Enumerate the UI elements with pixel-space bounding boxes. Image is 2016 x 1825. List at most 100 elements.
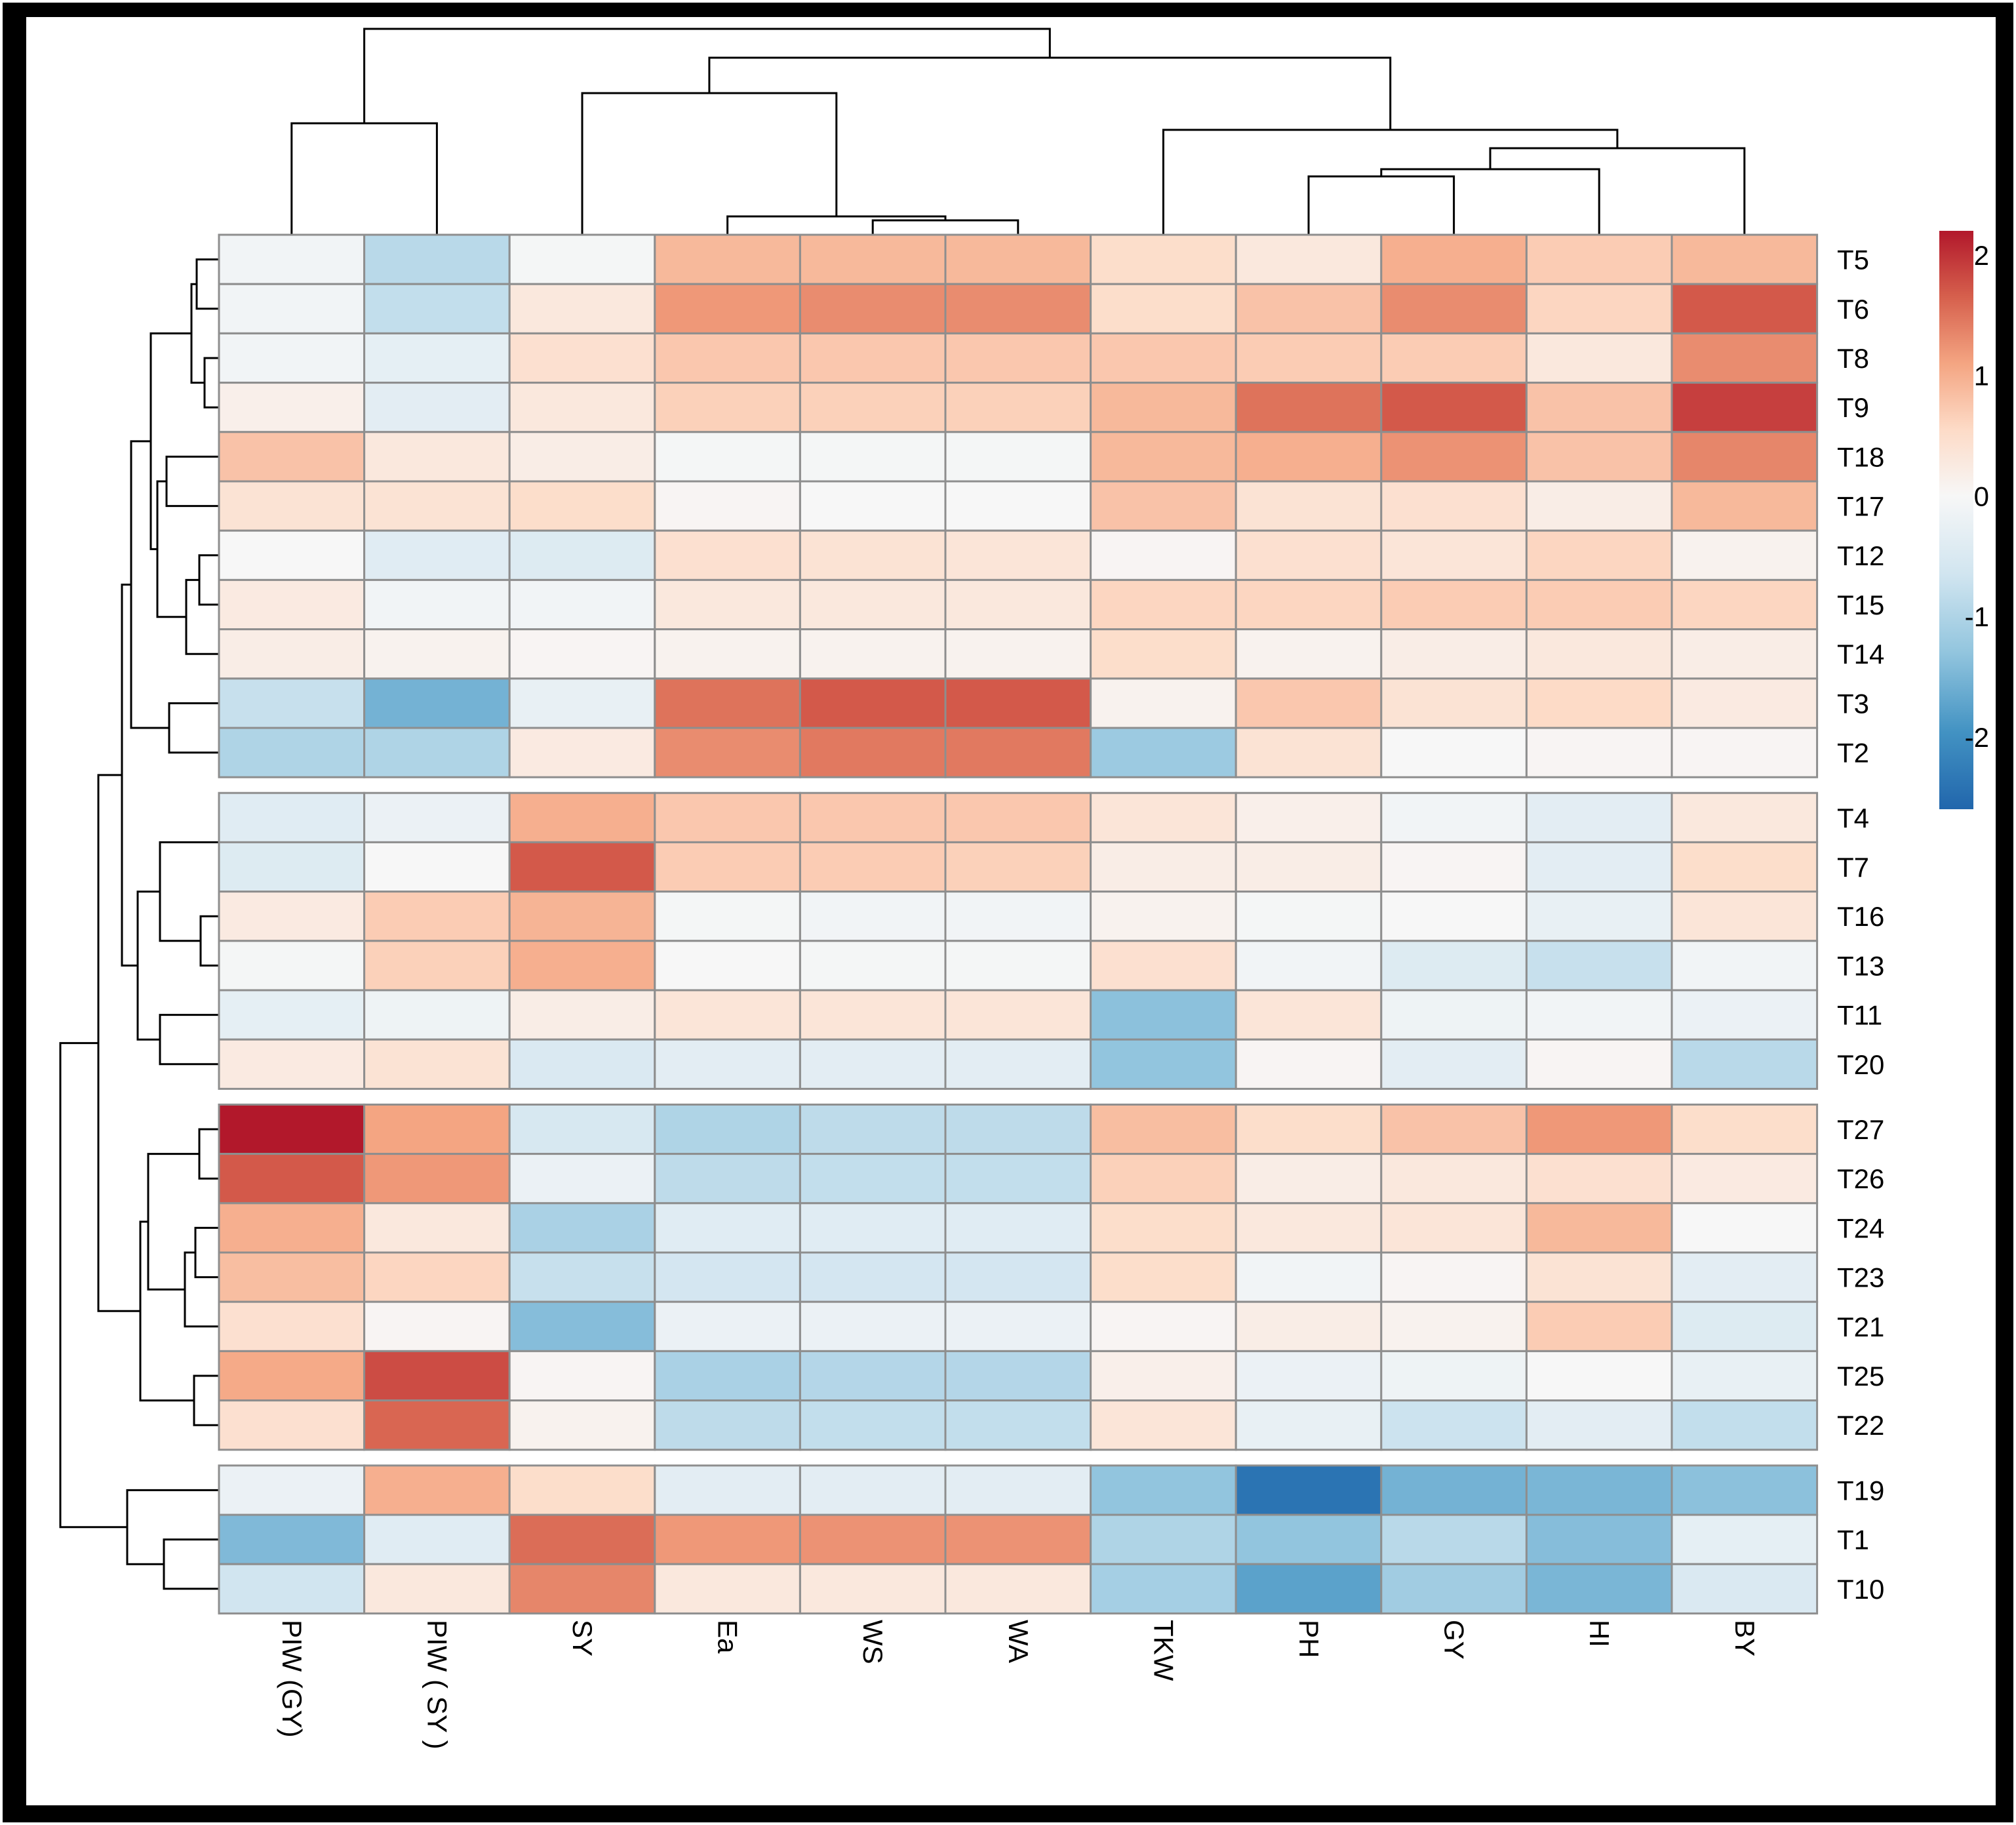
heatmap-cell <box>654 841 801 893</box>
row-label: T1 <box>1837 1525 1869 1555</box>
heatmap-cell <box>1380 628 1528 680</box>
heatmap-cell <box>799 1464 947 1516</box>
heatmap-cell <box>1090 1399 1237 1451</box>
heatmap-cell <box>1525 480 1673 532</box>
heatmap-cell <box>1670 1251 1819 1303</box>
heatmap-cell <box>1670 332 1819 384</box>
dendrogram-branch <box>165 455 219 508</box>
heatmap-cell <box>1090 989 1237 1041</box>
heatmap-cell <box>654 1300 801 1352</box>
row-label: T23 <box>1837 1262 1884 1293</box>
heatmap-cell <box>1525 1514 1673 1565</box>
heatmap-cell <box>508 1514 656 1565</box>
row-group-2 <box>218 792 1819 1090</box>
heatmap-cell <box>1525 989 1673 1041</box>
heatmap-cell <box>1090 628 1237 680</box>
heatmap-cell <box>1235 792 1383 843</box>
heatmap-cell <box>654 940 801 992</box>
heatmap-cell <box>218 989 366 1041</box>
heatmap-cell <box>654 233 801 285</box>
dendrogram-branch <box>147 1153 199 1291</box>
dendrogram-branch <box>126 1489 219 1565</box>
heatmap-cell <box>1235 628 1383 680</box>
heatmap-cell <box>1380 480 1528 532</box>
heatmap-cell <box>363 431 511 483</box>
heatmap-cell <box>1380 1103 1528 1155</box>
heatmap-cell <box>1525 1563 1673 1614</box>
heatmap-cell <box>799 1563 947 1614</box>
heatmap-cell <box>1525 233 1673 285</box>
heatmap-cell <box>1525 1350 1673 1402</box>
heatmap-cell <box>1670 891 1819 942</box>
heatmap-cell <box>1525 841 1673 893</box>
heatmap-cell <box>1380 727 1528 778</box>
heatmap-cell <box>363 841 511 893</box>
dendrogram-branch <box>726 215 947 235</box>
heatmap-cell <box>363 1563 511 1614</box>
heatmap-cell <box>218 1103 366 1155</box>
heatmap-cell <box>799 1202 947 1254</box>
heatmap-cell <box>1380 677 1528 729</box>
heatmap-cell <box>799 792 947 843</box>
heatmap-cell <box>218 628 366 680</box>
heatmap-cell <box>654 1350 801 1402</box>
heatmap-cell <box>508 1563 656 1614</box>
heatmap-cell <box>944 628 1092 680</box>
dendrogram-branch <box>203 357 219 409</box>
dendrogram-branch <box>185 578 219 655</box>
row-label: T19 <box>1837 1475 1884 1506</box>
row-label: T14 <box>1837 639 1884 670</box>
dendrogram-branch <box>159 1014 219 1066</box>
heatmap-cell <box>1525 529 1673 581</box>
heatmap-cell <box>1090 578 1237 631</box>
heatmap-cell <box>944 431 1092 483</box>
heatmap-cell <box>1380 1464 1528 1516</box>
heatmap-cell <box>363 233 511 285</box>
heatmap-cell <box>508 578 656 631</box>
heatmap-cell <box>1235 989 1383 1041</box>
heatmap-cell <box>799 578 947 631</box>
heatmap-cell <box>654 578 801 631</box>
heatmap-cell <box>799 841 947 893</box>
legend-tick-label: 0 <box>1974 481 1989 511</box>
heatmap-cell <box>1380 891 1528 942</box>
heatmap-cell <box>1090 431 1237 483</box>
heatmap-cell <box>1235 529 1383 581</box>
heatmap-cell <box>363 578 511 631</box>
heatmap-cell <box>508 1350 656 1402</box>
heatmap-cell <box>1670 1563 1819 1614</box>
heatmap-cell <box>1090 1038 1237 1090</box>
heatmap-cell <box>799 1251 947 1303</box>
heatmap-cell <box>218 1300 366 1352</box>
heatmap-cell <box>508 283 656 334</box>
dendrogram-branch <box>194 1226 219 1279</box>
heatmap-cell <box>1235 1251 1383 1303</box>
heatmap-cell <box>1525 628 1673 680</box>
heatmap-cell <box>363 940 511 992</box>
heatmap-cell <box>1380 1300 1528 1352</box>
legend-tick-label: -2 <box>1965 722 1989 753</box>
row-label: T15 <box>1837 590 1884 620</box>
heatmap-cell <box>799 989 947 1041</box>
heatmap-cell <box>799 431 947 483</box>
dendrogram-branch <box>363 28 1051 123</box>
dendrogram-branch <box>136 891 160 1041</box>
heatmap-cell <box>1380 792 1528 843</box>
legend-color-bar <box>1939 231 1973 809</box>
heatmap-cell <box>799 1514 947 1565</box>
row-labels: T5 T6 T8 T9 T18 T17 T12 T15 T14 T3 T2 T4 T7 T16 T13 T11… <box>1837 245 1884 1605</box>
heatmap-cell <box>1670 989 1819 1041</box>
heatmap-cell <box>363 332 511 384</box>
heatmap-cell <box>508 233 656 285</box>
heatmap-cell <box>1235 233 1383 285</box>
heatmap-cell <box>363 1464 511 1516</box>
heatmap-cell <box>218 1514 366 1565</box>
row-label: T26 <box>1837 1163 1884 1194</box>
row-label: T3 <box>1837 688 1869 719</box>
heatmap-cell <box>654 1202 801 1254</box>
dendrogram-branch <box>871 219 1019 235</box>
row-label: T27 <box>1837 1114 1884 1145</box>
heatmap-cell <box>218 332 366 384</box>
heatmap-cell <box>944 1563 1092 1614</box>
heatmap-cell <box>218 1153 366 1205</box>
